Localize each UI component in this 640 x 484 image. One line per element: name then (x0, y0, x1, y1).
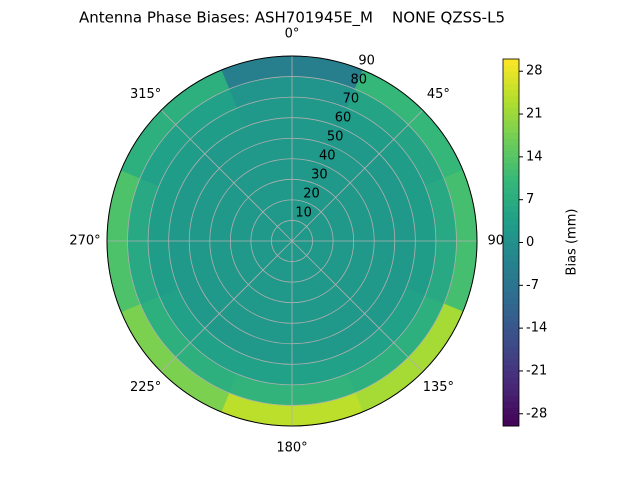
colorbar-segment (503, 358, 519, 366)
colorbar-segment (503, 224, 519, 231)
colorbar-tick-label: 21 (526, 107, 543, 122)
colorbar-segment (503, 193, 519, 201)
colorbar-segment (503, 395, 519, 403)
colorbar-segment (503, 101, 519, 109)
colorbar-segment (503, 254, 519, 262)
theta-tick-label: 225° (130, 380, 161, 395)
colorbar-segment (503, 144, 519, 152)
r-tick-label: 80 (350, 72, 367, 87)
theta-tick-label: 0° (285, 27, 300, 42)
theta-tick-label: 135° (423, 380, 454, 395)
colorbar-segment (503, 107, 519, 115)
r-tick-label: 50 (327, 129, 344, 144)
grid-spoke (160, 240, 293, 373)
colorbar-segment (503, 279, 519, 286)
colorbar-tick-label: 7 (526, 192, 534, 207)
colorbar-segment (503, 120, 519, 127)
r-tick-label: 10 (295, 205, 312, 220)
colorbar-segment (503, 138, 519, 146)
colorbar-segment (503, 230, 519, 237)
colorbar-segment (503, 285, 519, 292)
colorbar-segment (503, 236, 519, 243)
grid-spoke (291, 109, 424, 242)
r-tick-label: 40 (319, 148, 336, 163)
colorbar-segment (503, 328, 519, 335)
colorbar-segment (503, 273, 519, 280)
r-tick-label: 30 (311, 167, 328, 182)
colorbar-segment (503, 315, 519, 323)
colorbar-segment (503, 407, 519, 415)
colorbar-segment (503, 218, 519, 225)
colorbar-segment (503, 352, 519, 360)
theta-tick-label: 180° (276, 441, 307, 456)
theta-tick-label: 270° (69, 234, 100, 249)
colorbar-segment (503, 260, 519, 268)
colorbar-segment (503, 95, 519, 103)
colorbar-segment (503, 169, 519, 176)
r-tick-label: 20 (303, 186, 320, 201)
colorbar-segment (503, 297, 519, 305)
colorbar-segment (503, 162, 519, 170)
colorbar-segment (503, 364, 519, 372)
colorbar-segment (503, 377, 519, 384)
colorbar-segment (503, 114, 519, 121)
colorbar-segment (503, 89, 519, 97)
colorbar-segment (503, 83, 519, 91)
colorbar-segment (503, 211, 519, 219)
colorbar-segment (503, 150, 519, 158)
colorbar-segment (503, 132, 519, 140)
colorbar-segment (503, 291, 519, 299)
colorbar-segment (503, 401, 519, 409)
colorbar-tick-label: -28 (526, 406, 547, 421)
colorbar-segment (503, 181, 519, 188)
grid-spoke (291, 240, 424, 373)
colorbar-segment (503, 346, 519, 354)
colorbar-segment (503, 322, 519, 329)
colorbar-segment (503, 242, 519, 250)
r-tick-label: 90 (358, 53, 375, 68)
colorbar-segment (503, 199, 519, 207)
colorbar-segment (503, 77, 519, 84)
colorbar-tick-label: 28 (526, 64, 543, 79)
colorbar-segment (503, 126, 519, 133)
grid-spoke (160, 109, 293, 242)
colorbar-segment (503, 370, 519, 378)
theta-tick-label: 45° (427, 87, 450, 102)
colorbar-label: Bias (mm) (565, 209, 580, 276)
colorbar-segment (503, 59, 519, 66)
theta-tick-label: 315° (130, 87, 161, 102)
colorbar-segment (503, 383, 519, 390)
colorbar-segment (503, 266, 519, 274)
colorbar-segment (503, 389, 519, 396)
chart-title: Antenna Phase Biases: ASH701945E_M NONE … (79, 9, 505, 28)
colorbar-segment (503, 303, 519, 311)
colorbar-tick-label: -21 (526, 363, 547, 378)
colorbar-segment (503, 248, 519, 256)
r-tick-label: 60 (335, 110, 352, 125)
colorbar-tick-label: -7 (526, 278, 539, 293)
colorbar-tick-label: 0 (526, 235, 534, 250)
colorbar-segment (503, 156, 519, 164)
polar-frame (106, 55, 478, 427)
colorbar-segment (503, 71, 519, 78)
colorbar-segment (503, 309, 519, 317)
colorbar-segment (503, 65, 519, 72)
colorbar-tick-label: 14 (526, 149, 543, 164)
colorbar-segment (503, 419, 519, 427)
colorbar-segment (503, 205, 519, 213)
colorbar-segment (503, 413, 519, 421)
colorbar-segment (503, 175, 519, 182)
colorbar-segment (503, 187, 519, 195)
colorbar-segment (503, 340, 519, 347)
colorbar-tick-label: -14 (526, 321, 547, 336)
colorbar-segment (503, 334, 519, 341)
r-tick-label: 70 (343, 91, 360, 106)
